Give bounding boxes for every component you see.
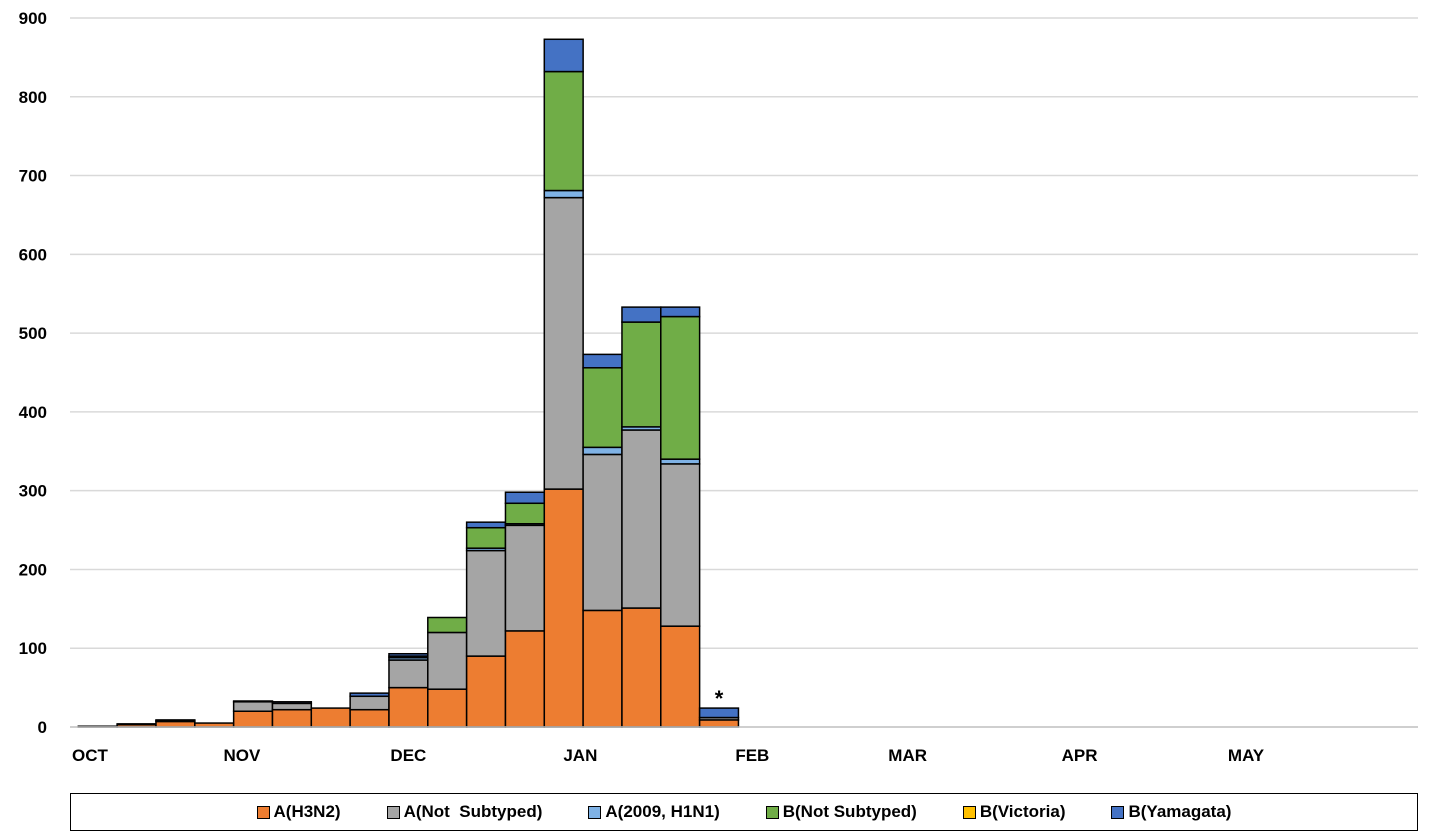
legend-label: B(Yamagata) (1128, 802, 1232, 821)
x-tick-label: NOV (224, 746, 262, 765)
bar-segment (349, 695, 390, 711)
legend-swatch (962, 805, 976, 819)
bar-segment (271, 702, 313, 711)
bar-segment (543, 196, 584, 490)
bar-segment (504, 524, 546, 632)
bar-segment (232, 710, 274, 728)
y-tick-label: 700 (19, 167, 47, 186)
bar-segment (465, 521, 507, 529)
bar-segment (465, 549, 507, 657)
legend-swatch (1111, 805, 1125, 819)
bar-segment (543, 70, 584, 192)
legend-item: B(Yamagata) (1111, 802, 1231, 822)
bar-segment (427, 631, 468, 690)
gridlines (70, 17, 1418, 649)
bar-segment (427, 688, 468, 728)
bar-segment (582, 353, 623, 369)
annotation-asterisk: * (715, 686, 724, 711)
legend: A(H3N2) A(Not Subtyped) A(2009, H1N1) B(Not… (70, 793, 1418, 831)
bar-segment (621, 321, 662, 428)
bar-segment (543, 488, 584, 728)
bar-segment (349, 692, 390, 698)
bar-segment (310, 707, 351, 728)
bar-segment (232, 700, 274, 703)
legend-item: A(H3N2) (256, 802, 341, 822)
bar-segment (698, 707, 740, 719)
y-tick-label: 900 (19, 9, 47, 28)
legend-label: B(Not Subtyped) (782, 802, 917, 821)
bar-segment (582, 609, 623, 728)
y-tick-label: 0 (38, 718, 47, 737)
axes: 0 100 200 300 400 500 600 700 800 900 OCT NOV DEC JAN… (19, 9, 1418, 765)
bar-segment (155, 720, 196, 728)
y-tick-label: 500 (19, 324, 47, 343)
bar-segment (465, 655, 507, 728)
legend-item: A(2009, H1N1) (588, 802, 720, 822)
bar-segment (465, 526, 507, 549)
legend-swatch (765, 805, 779, 819)
y-tick-label: 100 (19, 639, 47, 658)
legend-label: A(2009, H1N1) (605, 802, 720, 821)
bar-segment (232, 701, 274, 712)
x-tick-label: JAN (563, 746, 597, 765)
bar-segment (621, 429, 662, 609)
x-tick-label: OCT (72, 746, 109, 765)
bar-segment (271, 708, 313, 728)
bar-segment (621, 306, 662, 323)
bar-segment (504, 502, 546, 525)
x-tick-label: APR (1062, 746, 1098, 765)
x-tick-label: FEB (735, 746, 769, 765)
bar-segment (388, 659, 429, 689)
legend-item: A(Not Subtyped) (386, 802, 543, 822)
bar-segment (543, 38, 584, 73)
y-tick-label: 600 (19, 245, 47, 264)
legend-swatch (386, 805, 400, 819)
legend-label: A(Not Subtyped) (403, 802, 543, 821)
bar-segment (388, 686, 429, 728)
bar-segment (660, 306, 701, 318)
bar-segment (582, 453, 623, 612)
bar-segment (582, 367, 623, 449)
legend-item: B(Not Subtyped) (765, 802, 917, 822)
x-tick-label: DEC (390, 746, 426, 765)
plot-area: 0 100 200 300 400 500 600 700 800 900 OCT NOV DEC JAN… (19, 9, 1418, 765)
y-tick-label: 400 (19, 403, 47, 422)
bar-segment (504, 630, 546, 728)
bar-segment (504, 491, 546, 505)
y-tick-label: 800 (19, 88, 47, 107)
bars (77, 38, 740, 728)
x-tick-label: MAR (888, 746, 927, 765)
x-tick-label: MAY (1228, 746, 1265, 765)
legend-swatch (588, 805, 602, 819)
bar-segment (660, 625, 701, 728)
bar-segment (427, 616, 468, 634)
bar-segment (271, 701, 313, 705)
legend-swatch (256, 805, 270, 819)
bar-segment (155, 719, 196, 722)
bar-segment (660, 315, 701, 460)
bar-segment (660, 463, 701, 627)
bar-segment (543, 189, 584, 199)
legend-label: A(H3N2) (273, 802, 341, 821)
bar-segment (621, 607, 662, 728)
bar-segment (582, 446, 623, 456)
legend-label: B(Victoria) (979, 802, 1066, 821)
legend-item: B(Victoria) (962, 802, 1066, 822)
y-tick-label: 200 (19, 560, 47, 579)
bar-segment (388, 652, 429, 657)
bar-segment (698, 719, 740, 728)
bar-segment (349, 708, 390, 728)
y-tick-label: 300 (19, 482, 47, 501)
bar-segment (116, 723, 157, 726)
